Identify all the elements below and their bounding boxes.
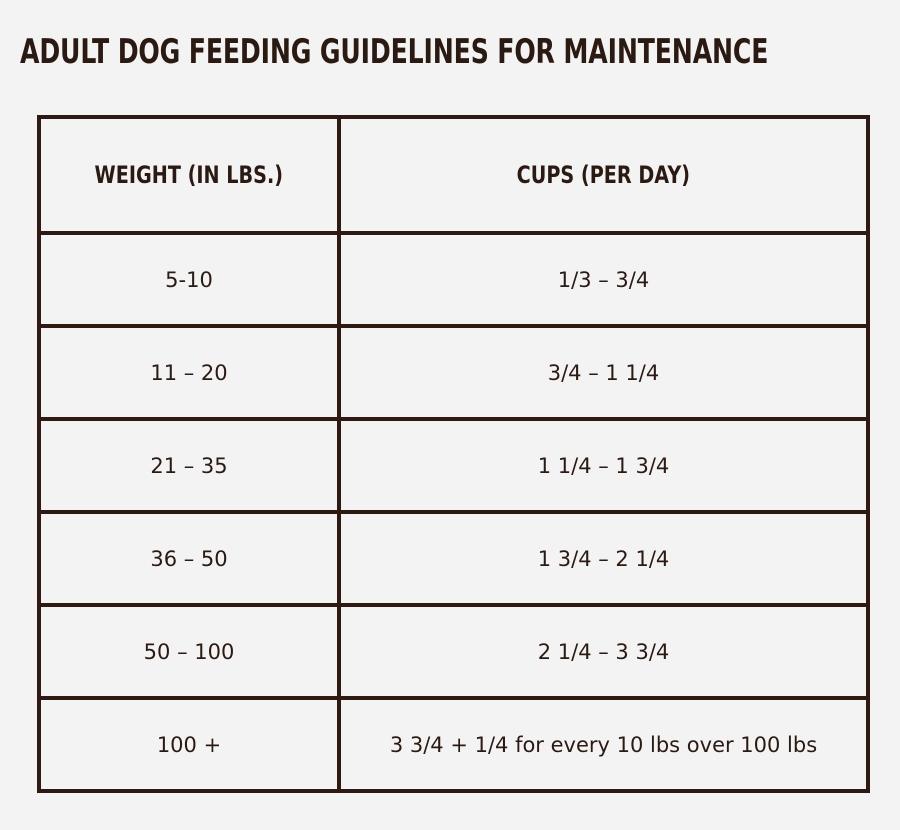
table-row: 5-10 1/3 – 3/4: [37, 231, 870, 328]
column-header-cups: CUPS (PER DAY): [337, 115, 870, 235]
table-row: 36 – 50 1 3/4 – 2 1/4: [37, 510, 870, 607]
weight-cell: 5-10: [37, 231, 341, 328]
column-header-weight-label: WEIGHT (IN LBS.): [94, 161, 284, 189]
weight-cell: 100 +: [37, 696, 341, 793]
table-row: 11 – 20 3/4 – 1 1/4: [37, 324, 870, 421]
weight-cell: 21 – 35: [37, 417, 341, 514]
feeding-guidelines-table: WEIGHT (IN LBS.) CUPS (PER DAY) 5-10 1/3…: [37, 115, 870, 793]
table-header-row: WEIGHT (IN LBS.) CUPS (PER DAY): [37, 115, 870, 235]
table-row: 50 – 100 2 1/4 – 3 3/4: [37, 603, 870, 700]
cups-cell: 1 1/4 – 1 3/4: [337, 417, 870, 514]
cups-cell: 2 1/4 – 3 3/4: [337, 603, 870, 700]
table-row: 21 – 35 1 1/4 – 1 3/4: [37, 417, 870, 514]
cups-cell: 3 3/4 + 1/4 for every 10 lbs over 100 lb…: [337, 696, 870, 793]
weight-cell: 11 – 20: [37, 324, 341, 421]
cups-cell: 1 3/4 – 2 1/4: [337, 510, 870, 607]
cups-cell: 1/3 – 3/4: [337, 231, 870, 328]
page-title: ADULT DOG FEEDING GUIDELINES FOR MAINTEN…: [20, 32, 769, 72]
table-row: 100 + 3 3/4 + 1/4 for every 10 lbs over …: [37, 696, 870, 793]
weight-cell: 50 – 100: [37, 603, 341, 700]
cups-cell: 3/4 – 1 1/4: [337, 324, 870, 421]
column-header-cups-label: CUPS (PER DAY): [516, 161, 691, 189]
weight-cell: 36 – 50: [37, 510, 341, 607]
column-header-weight: WEIGHT (IN LBS.): [37, 115, 341, 235]
